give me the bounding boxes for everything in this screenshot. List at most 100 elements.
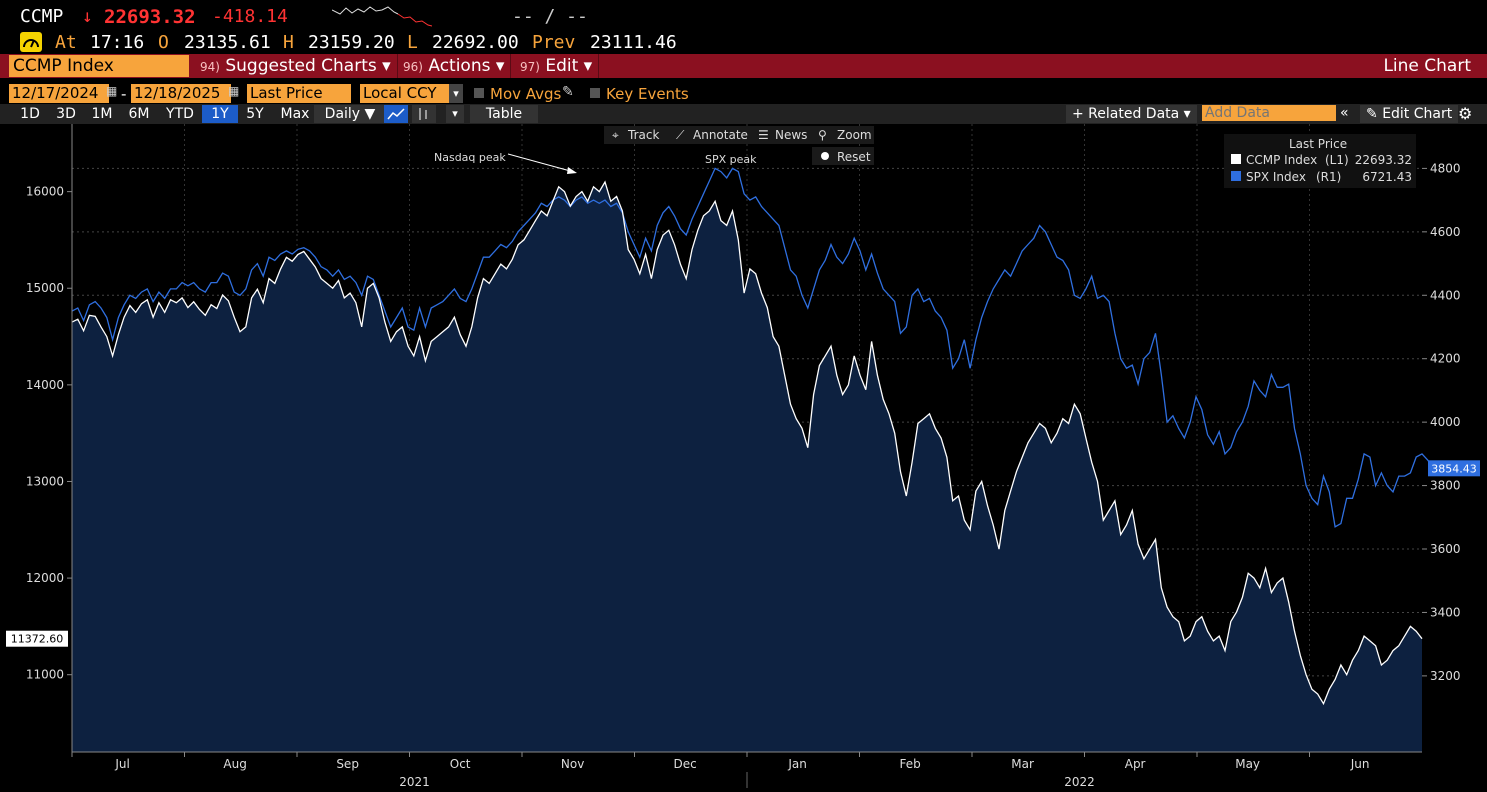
crosshair-icon[interactable]: ⌖	[612, 128, 619, 142]
right-tick-label-2: 3600	[1430, 542, 1461, 556]
right-tick-label-0: 3200	[1430, 669, 1461, 683]
suggested-num: 94)	[200, 60, 220, 74]
prev-label: Prev	[532, 32, 576, 53]
actions-button[interactable]: 96) Actions ▾	[397, 54, 512, 78]
chart-type-label: Line Chart	[1383, 56, 1471, 76]
track-button[interactable]: Track	[627, 128, 659, 142]
calendar-icon[interactable]: ▦	[106, 84, 118, 98]
start-date-input[interactable]: 12/17/2024	[9, 84, 109, 103]
zoom-button[interactable]: Zoom	[837, 128, 872, 142]
period-max[interactable]: Max	[280, 106, 310, 122]
chart-tools: ⌖ Track ⟋ Annotate ☰ News ⚲ Zoom Reset	[604, 126, 874, 165]
mov-avgs-label[interactable]: Mov Avgs	[490, 85, 562, 103]
left-tick-label-1: 12000	[26, 571, 64, 585]
security-input[interactable]: CCMP Index	[9, 55, 189, 77]
bar-chart-icon[interactable]	[412, 105, 436, 123]
x-tick-label-2: Sep	[336, 757, 359, 771]
key-events-label[interactable]: Key Events	[606, 85, 689, 103]
right-axis: 3200 3400 3600 3800 4000 4200 4400 4600 4800	[1422, 161, 1461, 683]
news-icon[interactable]: ☰	[758, 128, 769, 142]
period-6m[interactable]: 6M	[128, 106, 150, 122]
chevron-down-icon[interactable]: ▾	[449, 84, 463, 103]
zoom-icon[interactable]: ⚲	[818, 128, 827, 142]
open-value: 23135.61	[184, 32, 271, 53]
period-3d[interactable]: 3D	[56, 106, 76, 122]
left-current-value: 11372.60	[11, 633, 64, 646]
right-tick-label-1: 3400	[1430, 605, 1461, 619]
ohlc-row: At 17:16 O 23135.61 H 23159.20 L 22692.0…	[0, 30, 1487, 54]
pencil-icon[interactable]: ✎	[562, 84, 574, 100]
x-tick-label-3: Oct	[450, 757, 471, 771]
ccmp-series-line	[71, 180, 1423, 706]
x-tick-label-0: Jul	[114, 757, 129, 771]
currency-select[interactable]: Local CCY	[360, 84, 450, 103]
legend-ccmp-value: 22693.32	[1355, 153, 1412, 167]
right-tick-label-5: 4200	[1430, 352, 1461, 366]
gear-icon[interactable]: ⚙	[1458, 104, 1473, 123]
legend: Last Price CCMP Index (L1) 22693.32 SPX …	[1224, 134, 1416, 188]
news-button[interactable]: News	[775, 128, 807, 142]
x-tick-label-6: Jan	[787, 757, 807, 771]
low-value: 22692.00	[432, 32, 519, 53]
menu-bar: CCMP Index 94) Suggested Charts ▾ 96) Ac…	[0, 54, 1487, 78]
reset-icon[interactable]	[821, 152, 829, 160]
x-year-label-1: 2022	[1064, 775, 1095, 789]
legend-ccmp-name: CCMP Index	[1246, 153, 1317, 167]
ccmp-area	[72, 182, 1422, 752]
nasdaq-peak-label: Nasdaq peak	[434, 151, 506, 164]
mov-avgs-checkbox[interactable]	[474, 88, 484, 98]
table-button[interactable]: Table	[470, 105, 538, 123]
at-label: At	[55, 32, 77, 53]
line-chart-icon[interactable]	[384, 105, 408, 123]
period-ytd[interactable]: YTD	[166, 106, 194, 122]
legend-ccmp-swatch	[1231, 154, 1241, 164]
left-current-flag: 11372.60	[6, 630, 68, 647]
annotate-icon[interactable]: ⟋	[676, 128, 685, 142]
left-tick-label-4: 15000	[26, 281, 64, 295]
frequency-select[interactable]: Daily ▼	[314, 105, 386, 123]
actions-label: Actions	[428, 56, 491, 76]
suggested-charts-button[interactable]: 94) Suggested Charts ▾	[194, 54, 398, 78]
right-tick-label-8: 4800	[1430, 161, 1461, 175]
end-date-input[interactable]: 12/18/2025	[131, 84, 231, 103]
arrowhead-icon	[567, 167, 577, 174]
period-1m[interactable]: 1M	[91, 106, 113, 122]
high-value: 23159.20	[308, 32, 395, 53]
collapse-icon[interactable]: «	[1340, 105, 1349, 121]
right-current-flag: 3854.43	[1428, 460, 1480, 477]
time-value: 17:16	[90, 32, 145, 53]
chart-style-dropdown-icon[interactable]: ▾	[446, 105, 464, 123]
actions-num: 96)	[403, 60, 423, 74]
sparkline-icon	[332, 6, 432, 27]
edit-chart-button[interactable]: ✎ Edit Chart	[1360, 105, 1459, 123]
edit-num: 97)	[520, 60, 540, 74]
field-select[interactable]: Last Price	[247, 84, 351, 103]
right-tick-label-3: 3800	[1430, 479, 1461, 493]
right-current-value: 3854.43	[1431, 462, 1477, 475]
left-tick-label-3: 14000	[26, 378, 64, 392]
low-label: L	[407, 32, 418, 53]
suggested-label: Suggested Charts	[225, 56, 377, 76]
edit-button[interactable]: 97) Edit ▾	[514, 54, 600, 78]
range-controls: 12/17/2024 ▦ - 12/18/2025 ▦ Last Price L…	[0, 83, 1487, 105]
period-5y[interactable]: 5Y	[246, 106, 264, 122]
annotate-button[interactable]: Annotate	[693, 128, 748, 142]
x-tick-label-10: May	[1235, 757, 1260, 771]
edit-chart-label: Edit Chart	[1382, 106, 1453, 122]
x-tick-label-11: Jun	[1350, 757, 1370, 771]
gauge-icon[interactable]	[20, 32, 42, 52]
key-events-checkbox[interactable]	[590, 88, 600, 98]
left-tick-label-2: 13000	[26, 474, 64, 488]
period-1d[interactable]: 1D	[20, 106, 40, 122]
calendar-icon[interactable]: ▦	[228, 84, 240, 98]
period-1y[interactable]: 1Y	[202, 105, 238, 123]
related-data-button[interactable]: + Related Data ▾	[1066, 105, 1197, 123]
right-tick-label-6: 4400	[1430, 288, 1461, 302]
reset-button[interactable]: Reset	[837, 150, 871, 164]
left-axis: 11000 12000 13000 14000 15000 16000	[26, 185, 72, 682]
x-tick-label-5: Dec	[674, 757, 697, 771]
net-change: -418.14	[212, 6, 288, 27]
right-tick-label-7: 4600	[1430, 225, 1461, 239]
add-data-input[interactable]	[1202, 105, 1336, 121]
